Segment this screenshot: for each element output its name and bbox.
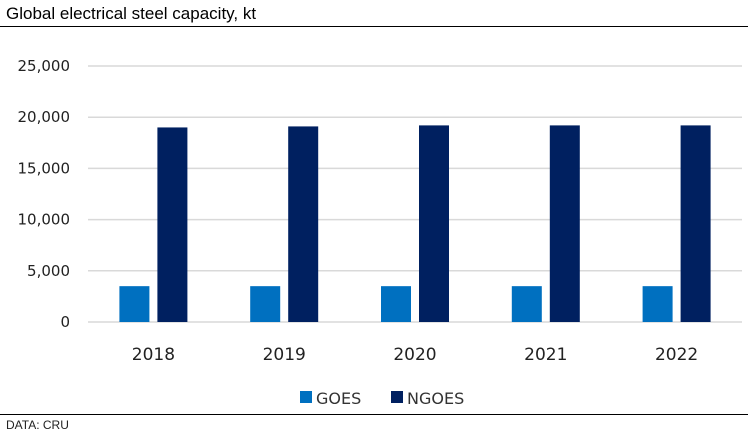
bar-ngoes-2019 xyxy=(288,126,319,322)
bar-ngoes-2021 xyxy=(549,125,580,322)
title-divider xyxy=(0,26,748,27)
y-tick-label: 10,000 xyxy=(18,211,71,229)
bar-goes-2018 xyxy=(119,286,150,322)
x-tick-label: 2020 xyxy=(393,345,436,365)
bar-goes-2022 xyxy=(642,286,673,322)
source-divider xyxy=(0,414,748,415)
bar-goes-2019 xyxy=(250,286,281,322)
legend-label-ngoes: NGOES xyxy=(407,389,464,408)
y-tick-label: 0 xyxy=(60,313,70,331)
legend-label-goes: GOES xyxy=(316,389,361,408)
x-tick-label: 2018 xyxy=(132,345,175,365)
bar-goes-2021 xyxy=(511,286,542,322)
bar-ngoes-2022 xyxy=(680,125,711,322)
y-tick-label: 20,000 xyxy=(18,108,71,126)
y-tick-label: 15,000 xyxy=(18,159,71,177)
y-tick-label: 25,000 xyxy=(18,57,71,75)
chart-title: Global electrical steel capacity, kt xyxy=(6,4,257,23)
x-tick-label: 2022 xyxy=(655,345,698,365)
x-tick-label: 2021 xyxy=(524,345,567,365)
x-tick-label: 2019 xyxy=(263,345,306,365)
bar-ngoes-2018 xyxy=(157,127,188,322)
data-source: DATA: CRU xyxy=(6,418,69,432)
bar-ngoes-2020 xyxy=(419,125,449,322)
bar-goes-2020 xyxy=(381,286,411,322)
legend-swatch-goes xyxy=(300,391,312,403)
legend-swatch-ngoes xyxy=(391,391,403,403)
y-tick-label: 5,000 xyxy=(27,262,70,280)
